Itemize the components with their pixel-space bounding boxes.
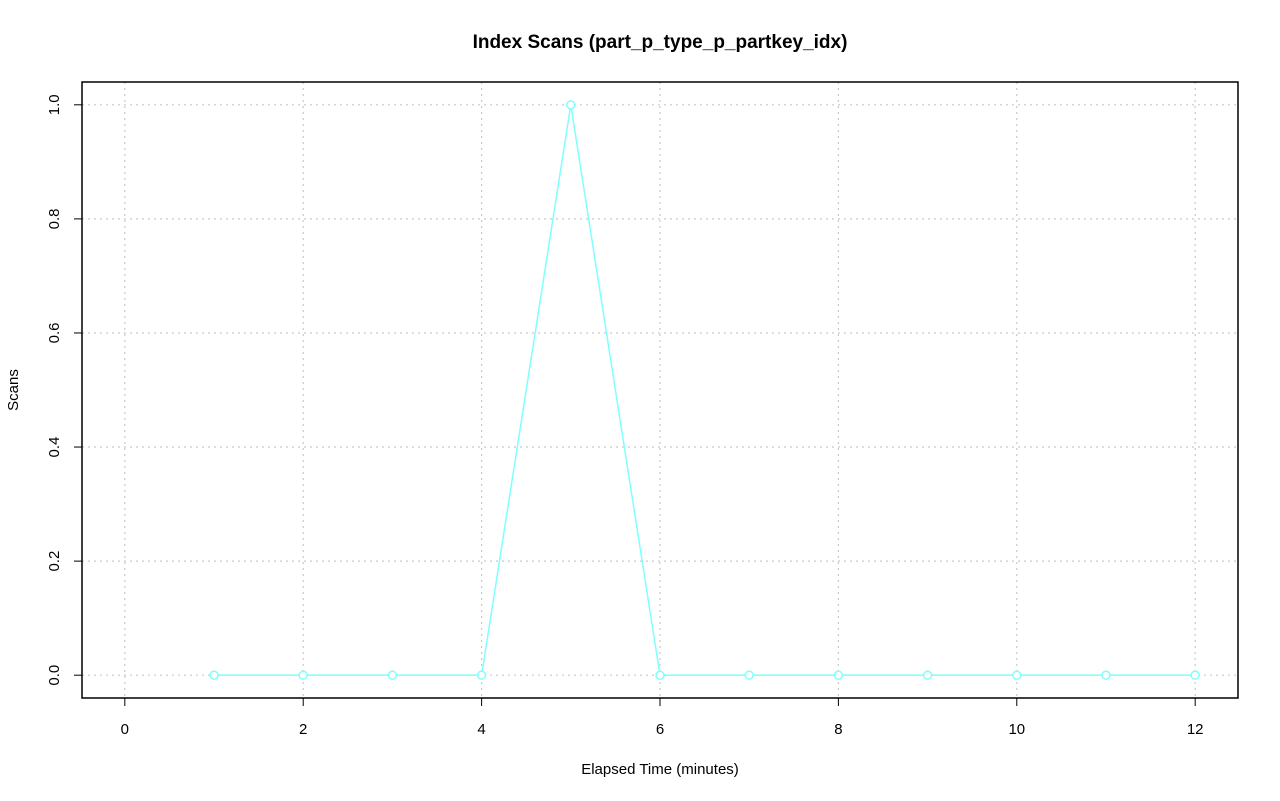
x-tick-label: 8	[834, 721, 842, 738]
x-tick-label: 4	[477, 721, 485, 738]
data-point	[566, 100, 576, 110]
data-point	[476, 670, 487, 680]
y-tick-label: 0.2	[46, 551, 63, 572]
y-tick-label: 0.6	[46, 323, 63, 344]
data-point	[1101, 670, 1111, 680]
x-tick-label: 2	[299, 721, 307, 738]
data-point	[833, 670, 844, 680]
data-point	[922, 670, 933, 680]
y-tick-label: 0.8	[46, 208, 63, 229]
data-point	[209, 670, 219, 680]
x-tick-label: 12	[1187, 721, 1204, 738]
data-point	[1012, 670, 1022, 680]
x-tick-label: 0	[121, 721, 129, 738]
y-tick-label: 0.4	[46, 437, 63, 458]
data-point	[1190, 670, 1200, 680]
data-line	[214, 104, 1196, 676]
data-point	[655, 670, 665, 680]
y-tick-label: 0.0	[46, 665, 63, 686]
x-tick-label: 10	[1008, 721, 1025, 738]
chart-title: Index Scans (part_p_type_p_partkey_idx)	[473, 32, 848, 53]
data-point	[387, 670, 398, 680]
data-point	[744, 670, 754, 680]
y-axis-label: Scans	[5, 369, 22, 411]
data-point	[298, 670, 308, 680]
y-tick-label: 1.0	[46, 94, 63, 115]
plot-frame	[81, 81, 1239, 699]
x-tick-label: 6	[656, 721, 664, 738]
x-axis-label: Elapsed Time (minutes)	[581, 761, 739, 778]
